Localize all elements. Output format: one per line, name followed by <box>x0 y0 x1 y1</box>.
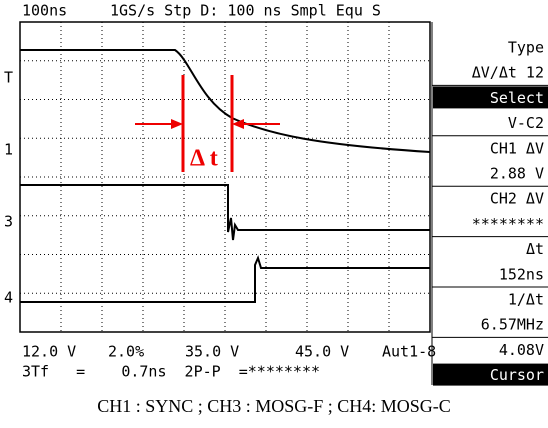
marker: T <box>4 69 13 87</box>
delta-t-cursors <box>135 75 280 172</box>
ch4-trace <box>20 255 430 303</box>
ch1-scale: 12.0 V <box>22 343 76 361</box>
menu-item: 6.57MHz <box>481 316 544 334</box>
marker: 3 <box>4 213 13 231</box>
menu-item: CH2 ΔV <box>490 190 544 208</box>
measure-line: 3Tf = 0.7ns 2P-P =******** <box>22 363 320 381</box>
menu-item: 152ns <box>499 265 544 283</box>
menu-item: 1/Δt <box>508 291 544 309</box>
ch2-scale: 2.0% <box>108 343 144 361</box>
caption: CH1 : SYNC ; CH3 : MOSG-F ; CH4: MOSG-C <box>97 396 451 416</box>
menu-item: ******** <box>472 215 544 233</box>
menu-item: V-C2 <box>508 114 544 132</box>
trigger: Aut1-8 <box>382 343 436 361</box>
menu-item: Cursor <box>490 366 544 384</box>
ch3-trace <box>20 184 430 241</box>
acq-status: 1GS/s Stp D: 100 ns Smpl Equ S <box>110 2 381 20</box>
menu-highlight <box>433 86 548 109</box>
menu-item: Select <box>490 89 544 107</box>
side-menu: Type ΔV/Δt 12 Select V-C2 CH1 ΔV 2.88 V CH2 ΔV… <box>431 22 548 386</box>
menu-item: ΔV/Δt 12 <box>472 64 544 82</box>
menu-item: Δt <box>526 240 544 258</box>
timebase: 100ns <box>22 2 67 20</box>
menu-item: Type <box>508 39 544 57</box>
marker: 4 <box>4 289 13 307</box>
ch4-scale: 45.0 V <box>295 343 349 361</box>
menu-highlight <box>433 363 548 386</box>
grid <box>19 21 431 333</box>
delta-t-label: Δ t <box>190 146 218 172</box>
ch3-scale: 35.0 V <box>185 343 239 361</box>
menu-item: 4.08V <box>499 341 544 359</box>
menu-item: 2.88 V <box>490 165 544 183</box>
ch1-trace <box>20 49 431 153</box>
menu-item: CH1 ΔV <box>490 139 544 157</box>
marker: 1 <box>4 141 13 159</box>
